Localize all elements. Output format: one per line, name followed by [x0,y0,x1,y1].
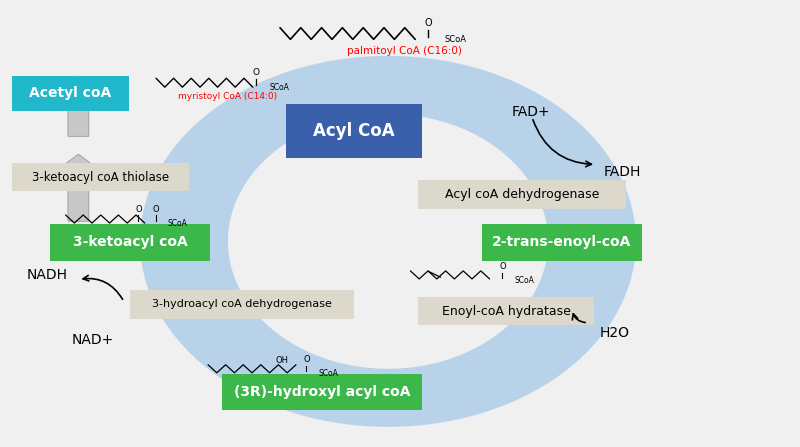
Text: 3-ketoacyl coA: 3-ketoacyl coA [73,236,187,249]
FancyBboxPatch shape [130,290,354,319]
FancyBboxPatch shape [12,76,129,111]
Text: SCoA: SCoA [318,369,338,378]
Text: 3-ketoacyl coA thiolase: 3-ketoacyl coA thiolase [32,170,169,184]
Polygon shape [55,76,102,136]
Text: O: O [303,355,310,364]
FancyBboxPatch shape [286,104,422,158]
Text: OH: OH [276,356,289,365]
Text: SCoA: SCoA [514,276,534,285]
Text: SCoA: SCoA [270,83,290,92]
FancyBboxPatch shape [50,224,210,261]
Text: myristoyl CoA (C14:0): myristoyl CoA (C14:0) [178,92,278,101]
Text: NAD+: NAD+ [72,333,114,347]
Text: SCoA: SCoA [444,35,466,44]
Text: Acetyl coA: Acetyl coA [30,86,111,100]
Polygon shape [140,56,636,427]
Text: (3R)-hydroxyl acyl coA: (3R)-hydroxyl acyl coA [234,385,410,399]
FancyBboxPatch shape [482,224,642,261]
Text: Acyl CoA: Acyl CoA [313,122,395,140]
Text: O: O [253,68,259,77]
Text: O: O [135,205,142,214]
Text: Enoyl-coA hydratase: Enoyl-coA hydratase [442,304,570,318]
Text: H2O: H2O [600,326,630,340]
Text: O: O [424,18,432,28]
Text: 3-hydroacyl coA dehydrogenase: 3-hydroacyl coA dehydrogenase [152,299,332,309]
FancyBboxPatch shape [12,163,189,191]
Text: NADH: NADH [27,268,68,282]
Text: FAD+: FAD+ [512,105,550,119]
Text: FADH: FADH [604,165,642,179]
Text: palmitoyl CoA (C16:0): palmitoyl CoA (C16:0) [346,46,462,56]
Text: Acyl coA dehydrogenase: Acyl coA dehydrogenase [445,188,599,201]
Text: O: O [153,205,159,214]
Text: O: O [499,262,506,271]
Text: 2-trans-enoyl-coA: 2-trans-enoyl-coA [492,236,632,249]
FancyBboxPatch shape [418,297,594,325]
Text: SCoA: SCoA [168,219,188,228]
Polygon shape [55,154,102,221]
FancyBboxPatch shape [418,180,626,209]
FancyBboxPatch shape [222,374,422,410]
